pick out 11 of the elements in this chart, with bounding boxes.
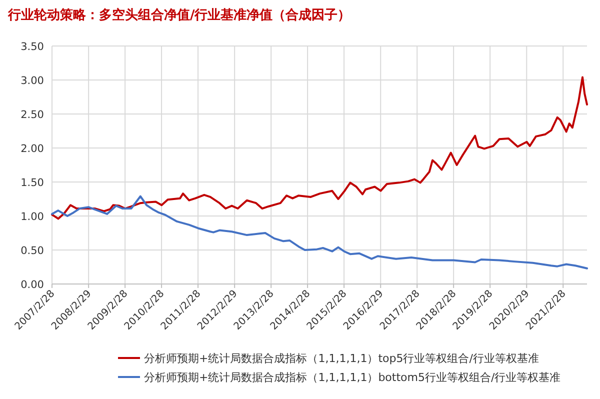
legend-label: 分析师预期+统计局数据合成指标（1,1,1,1,1）bottom5行业等权组合/行业等权基准 <box>144 371 561 384</box>
y-tick-label: 3.00 <box>20 75 44 87</box>
y-tick-label: 1.50 <box>20 177 44 189</box>
legend-label: 分析师预期+统计局数据合成指标（1,1,1,1,1）top5行业等权组合/行业等权基准 <box>144 352 539 365</box>
y-tick-label: 3.50 <box>20 41 44 53</box>
title: 行业轮动策略：多空头组合净值/行业基准净值（合成因子） <box>8 8 351 23</box>
y-tick-label: 2.00 <box>20 143 44 155</box>
y-tick-label: 2.50 <box>20 109 44 121</box>
y-tick-label: 0.50 <box>20 245 44 257</box>
y-tick-label: 0.00 <box>20 279 44 291</box>
y-tick-label: 1.00 <box>20 211 44 223</box>
